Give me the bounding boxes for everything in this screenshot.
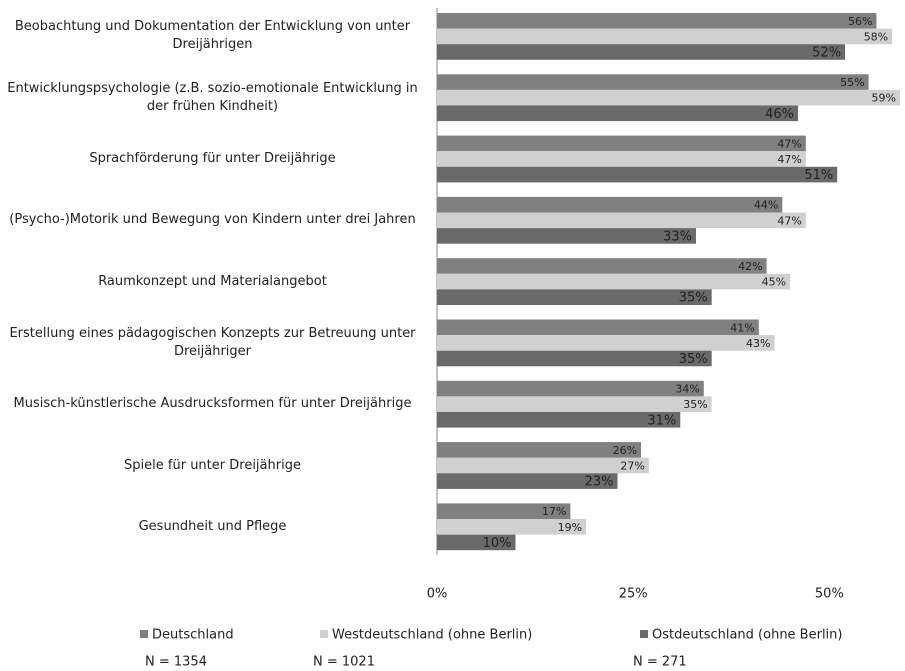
legend-n: N = 1021 xyxy=(313,655,375,670)
value-label: 47% xyxy=(777,153,801,166)
value-label: 43% xyxy=(746,337,770,350)
bar xyxy=(437,74,869,90)
bar xyxy=(437,503,571,519)
x-tick-label: 50% xyxy=(815,587,844,602)
legend-label: Ostdeutschland (ohne Berlin) xyxy=(652,628,842,643)
value-label: 26% xyxy=(613,444,637,457)
value-label: 59% xyxy=(872,92,896,105)
bar xyxy=(437,44,846,60)
bar xyxy=(437,228,696,244)
value-label: 44% xyxy=(754,199,778,212)
category-label: (Psycho-)Motorik und Bewegung von Kinder… xyxy=(9,212,416,228)
bar xyxy=(437,196,783,213)
bar xyxy=(437,412,681,428)
bar xyxy=(437,258,767,274)
bar xyxy=(437,335,775,351)
bar xyxy=(437,166,838,183)
value-label: 23% xyxy=(585,475,614,490)
value-label: 55% xyxy=(840,76,864,89)
legend-n: N = 1354 xyxy=(145,655,207,670)
value-label: 45% xyxy=(762,276,786,289)
value-label: 56% xyxy=(848,15,872,28)
legend-swatch xyxy=(320,630,328,638)
legend-label: Deutschland xyxy=(152,628,234,643)
x-tick-label: 25% xyxy=(619,587,648,602)
bar xyxy=(437,380,704,397)
value-label: 42% xyxy=(738,260,762,273)
value-label: 58% xyxy=(864,30,888,43)
bar xyxy=(437,28,893,45)
value-label: 35% xyxy=(679,291,708,306)
category-label: Raumkonzept und Materialangebot xyxy=(98,273,327,289)
bar xyxy=(437,13,877,29)
bar xyxy=(437,151,806,167)
value-label: 47% xyxy=(777,214,801,227)
value-label: 35% xyxy=(679,352,708,367)
bar xyxy=(437,105,798,122)
category-label: Beobachtung und Dokumentation der Entwic… xyxy=(14,19,411,53)
bar xyxy=(437,135,806,152)
category-label: Gesundheit und Pflege xyxy=(138,518,287,534)
legend-swatch xyxy=(640,630,648,638)
legend-label: Westdeutschland (ohne Berlin) xyxy=(332,628,532,643)
value-label: 47% xyxy=(777,137,801,150)
bar xyxy=(437,89,900,106)
value-label: 52% xyxy=(812,46,841,61)
value-label: 35% xyxy=(683,398,707,411)
bar xyxy=(437,457,649,474)
value-label: 33% xyxy=(663,229,692,244)
legend-n: N = 271 xyxy=(633,655,687,670)
value-label: 10% xyxy=(483,536,512,551)
bar xyxy=(437,319,759,336)
category-label: Musisch-künstlerische Ausdrucksformen fü… xyxy=(13,396,412,412)
x-tick-label: 0% xyxy=(427,587,448,602)
value-label: 17% xyxy=(542,505,566,518)
bar xyxy=(437,350,712,367)
bar xyxy=(437,534,516,551)
bar xyxy=(437,442,642,458)
category-label: Entwicklungspsychologie (z.B. sozio-emot… xyxy=(7,80,418,114)
value-label: 34% xyxy=(675,383,699,396)
bar xyxy=(437,396,712,412)
bar xyxy=(437,212,806,229)
category-label: Sprachförderung für unter Dreijährige xyxy=(89,151,336,166)
value-label: 27% xyxy=(620,460,644,473)
value-label: 19% xyxy=(558,521,582,534)
value-label: 46% xyxy=(765,107,794,122)
bar xyxy=(437,519,587,535)
bar xyxy=(437,273,791,290)
bar xyxy=(437,289,712,305)
value-label: 41% xyxy=(730,321,754,334)
bar xyxy=(437,473,618,489)
category-label: Spiele für unter Dreijährige xyxy=(124,457,301,473)
value-label: 51% xyxy=(804,168,833,183)
category-label: Erstellung eines pädagogischen Konzepts … xyxy=(9,325,416,359)
value-label: 31% xyxy=(647,413,676,428)
legend-swatch xyxy=(140,630,148,638)
